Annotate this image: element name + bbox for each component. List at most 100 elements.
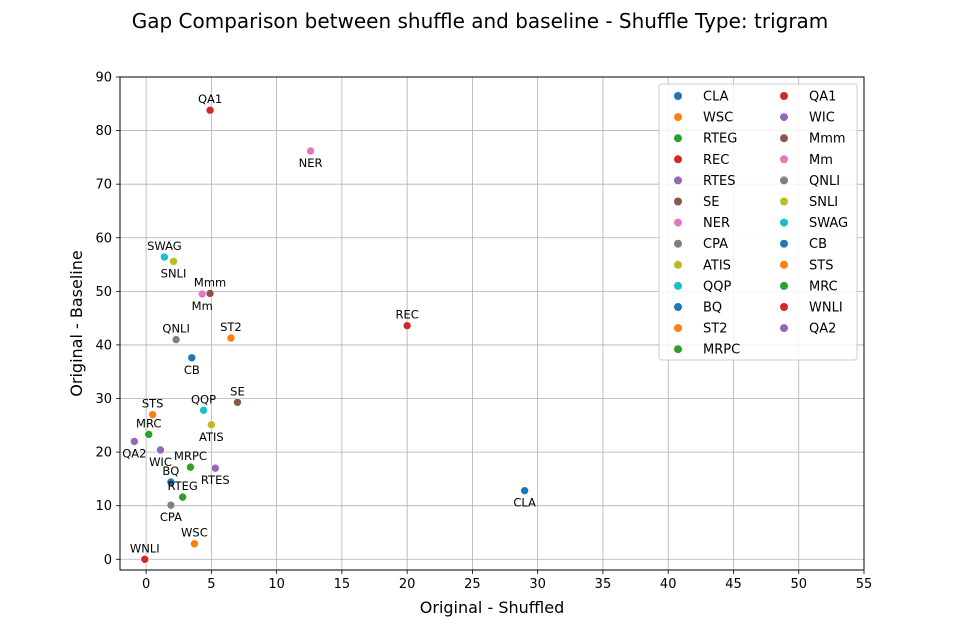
point-labels: CLA WSC RTEG REC RTES SE NER CPA ATIS QQP BQ ST2 MRP… <box>122 92 536 555</box>
point-label-sts: STS <box>142 397 164 411</box>
point-wic <box>156 445 165 455</box>
point-label-atis: ATIS <box>199 430 224 444</box>
point-cb <box>187 353 197 363</box>
legend-label-swag: SWAG <box>809 216 848 231</box>
legend-label-cpa: CPA <box>703 237 728 252</box>
point-ner <box>306 146 315 156</box>
point-label-qnli: QNLI <box>162 322 189 336</box>
legend-marker-wnli <box>780 303 788 311</box>
point-label-qa1: QA1 <box>198 92 222 106</box>
legend-marker-wic <box>780 113 788 122</box>
point-st2 <box>226 333 236 343</box>
legend-label-snli: SNLI <box>809 195 838 210</box>
legend-box <box>658 83 858 361</box>
legend-label-bq: BQ <box>703 301 722 316</box>
axis-ticks: 0 5 10 15 20 25 30 35 40 45 50 55 0 10 20 30 40 50 60 70 80 9… <box>95 71 872 593</box>
point-cla <box>520 486 529 495</box>
legend-marker-swag <box>780 218 788 227</box>
point-label-swag: SWAG <box>147 239 182 253</box>
legend-label-mm: Mm <box>809 153 833 168</box>
x-tick-label: 0 <box>142 577 150 592</box>
legend-marker-cla <box>674 92 682 100</box>
legend-label-se: SE <box>703 195 719 210</box>
point-label-cpa: CPA <box>160 510 182 524</box>
point-mrc <box>144 430 154 439</box>
x-tick-label: 15 <box>334 577 351 592</box>
legend-marker-mmm <box>780 134 788 143</box>
x-tick-label: 25 <box>464 577 481 592</box>
legend-marker-ner <box>674 218 682 227</box>
point-wsc <box>190 539 199 549</box>
point-swag <box>160 252 169 262</box>
point-mm <box>197 289 207 299</box>
legend-marker-wsc <box>674 113 682 122</box>
legend-marker-rtes <box>674 176 682 185</box>
legend-label-qqp: QQP <box>703 279 731 294</box>
point-label-se: SE <box>230 384 245 398</box>
legend-label-qa2: QA2 <box>809 322 836 337</box>
point-label-mmm: Mmm <box>194 275 226 289</box>
point-label-mrc: MRC <box>136 416 161 430</box>
legend-marker-st2 <box>674 324 682 333</box>
point-rteg <box>178 492 187 502</box>
y-tick-label: 30 <box>95 392 112 407</box>
point-snli <box>169 257 178 266</box>
legend-marker-mrc <box>780 281 788 290</box>
point-label-qa2: QA2 <box>122 446 146 460</box>
legend-label-atis: ATIS <box>703 258 731 273</box>
point-label-rec: REC <box>396 308 419 322</box>
y-tick-label: 10 <box>95 499 112 514</box>
legend-label-rtes: RTES <box>703 174 736 189</box>
point-label-rtes: RTES <box>201 473 230 487</box>
point-sts <box>148 410 157 419</box>
point-bq <box>166 477 176 487</box>
legend-marker-qnli <box>780 176 788 185</box>
x-tick-label: 10 <box>268 577 285 592</box>
point-label-wsc: WSC <box>181 526 208 540</box>
legend-marker-snli <box>780 197 788 206</box>
point-rec <box>402 321 412 330</box>
x-tick-label: 30 <box>529 577 546 592</box>
legend-label-rteg: RTEG <box>703 132 737 147</box>
point-label-mm: Mm <box>192 299 213 313</box>
plot-area-frame <box>119 76 865 571</box>
point-label-cla: CLA <box>513 496 536 510</box>
legend-label-sts: STS <box>809 258 833 273</box>
point-label-wic: WIC <box>149 455 172 469</box>
legend-marker-mm <box>780 155 788 164</box>
y-tick-label: 70 <box>95 178 112 193</box>
point-label-rteg: RTEG <box>167 479 197 493</box>
x-tick-label: 50 <box>790 577 807 592</box>
point-label-mrpc: MRPC <box>174 449 207 463</box>
y-tick-label: 20 <box>95 446 112 461</box>
x-tick-label: 20 <box>399 577 416 592</box>
point-qa1 <box>205 105 215 115</box>
legend-label-wic: WIC <box>809 111 835 126</box>
point-label-qqp: QQP <box>191 392 216 406</box>
legend-label-cb: CB <box>809 237 827 252</box>
point-label-snli: SNLI <box>161 266 187 280</box>
legend-label-mrc: MRC <box>809 279 838 294</box>
legend-marker-rec <box>674 155 682 164</box>
point-qqp <box>199 406 208 415</box>
point-label-cb: CB <box>184 363 200 377</box>
legend-marker-cb <box>780 239 788 248</box>
point-label-st2: ST2 <box>220 320 242 334</box>
y-tick-label: 90 <box>95 71 112 86</box>
x-tick-label: 45 <box>725 577 742 592</box>
legend-label-qa1: QA1 <box>809 90 836 105</box>
legend-label-qnli: QNLI <box>809 174 840 189</box>
legend-label-rec: REC <box>703 153 729 168</box>
point-label-wnli: WNLI <box>130 541 160 555</box>
point-cpa <box>166 500 176 510</box>
x-tick-label: 35 <box>595 577 612 592</box>
legend-label-mmm: Mmm <box>809 132 846 147</box>
point-label-ner: NER <box>299 156 323 170</box>
chart-title: Gap Comparison between shuffle and basel… <box>131 9 829 33</box>
legend: CLA WSC RTEG REC RTES SE NER CPA ATIS QQP BQ ST2 MRP… <box>658 83 858 361</box>
point-se <box>233 397 242 407</box>
legend-marker-atis <box>674 260 682 269</box>
point-atis <box>207 420 216 430</box>
legend-marker-sts <box>780 260 788 269</box>
